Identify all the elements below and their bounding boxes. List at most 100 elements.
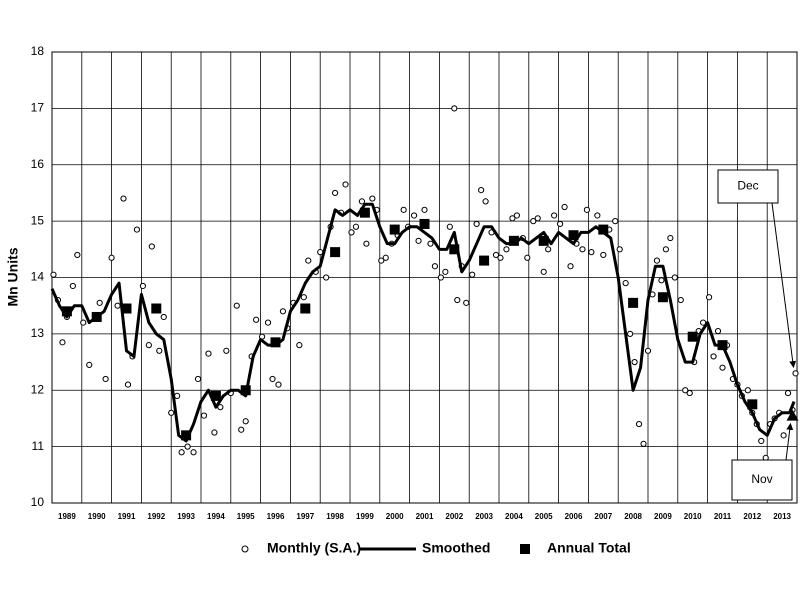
y-tick-label: 17 <box>31 101 45 115</box>
monthly-point <box>635 420 643 428</box>
monthly-point <box>200 412 208 419</box>
x-tick-label: 1997 <box>296 512 314 521</box>
monthly-point <box>264 319 272 326</box>
annual-point <box>151 303 162 314</box>
monthly-point <box>758 437 765 445</box>
monthly-point <box>503 246 510 253</box>
annual-point <box>121 303 132 314</box>
monthly-point <box>540 268 547 275</box>
monthly-point <box>86 361 93 368</box>
legend-label: Smoothed <box>422 540 490 556</box>
monthly-point <box>348 229 355 236</box>
monthly-point <box>622 280 629 287</box>
monthly-point <box>102 375 109 383</box>
monthly-point <box>253 316 260 323</box>
monthly-point <box>300 294 307 301</box>
monthly-point <box>700 319 707 326</box>
monthly-point <box>133 226 141 233</box>
y-axis-label: Mn Units <box>5 247 21 306</box>
monthly-point <box>410 212 418 219</box>
monthly-point <box>74 251 81 259</box>
monthly-point <box>124 381 132 388</box>
monthly-point <box>534 215 541 222</box>
monthly-point <box>644 347 652 354</box>
monthly-point <box>80 319 87 326</box>
x-tick-label: 1990 <box>88 512 106 521</box>
monthly-point <box>223 347 230 354</box>
annotation-arrow <box>785 422 794 461</box>
x-tick-label: 2013 <box>773 512 791 521</box>
monthly-point <box>744 387 751 394</box>
x-tick-label: 2000 <box>386 512 404 521</box>
monthly-point <box>190 449 197 456</box>
monthly-point <box>492 251 500 259</box>
monthly-point <box>352 223 360 230</box>
annual-point <box>508 235 519 246</box>
smoothed-line <box>50 202 796 443</box>
monthly-point <box>382 254 389 261</box>
monthly-point <box>561 203 568 211</box>
annual-point <box>568 230 579 241</box>
monthly-point <box>217 404 224 411</box>
monthly-point <box>473 220 480 228</box>
monthly-point <box>275 381 282 388</box>
y-tick-label: 10 <box>31 495 45 509</box>
annual-point <box>300 303 311 314</box>
annual-point <box>210 390 221 401</box>
monthly-point <box>400 206 407 213</box>
annotation-text: Dec <box>737 179 758 193</box>
monthly-point <box>114 302 121 309</box>
monthly-point <box>342 181 349 188</box>
monthly-point <box>627 330 634 337</box>
x-tick-label: 1998 <box>326 512 344 521</box>
monthly-point <box>174 392 181 399</box>
monthly-point <box>513 212 520 219</box>
annual-point <box>449 244 460 255</box>
monthly-point <box>160 313 167 321</box>
y-tick-label: 16 <box>31 157 45 171</box>
monthly-point <box>211 429 218 436</box>
monthly-point <box>446 223 453 230</box>
monthly-point <box>269 375 276 383</box>
x-tick-label: 2011 <box>714 512 732 521</box>
monthly-point <box>551 212 558 219</box>
x-tick-label: 1995 <box>237 512 255 521</box>
monthly-point <box>710 353 717 360</box>
annual-point <box>786 409 799 421</box>
monthly-point <box>205 350 212 357</box>
x-tick-label: 2003 <box>475 512 493 521</box>
y-tick-label: 18 <box>31 44 45 58</box>
monthly-point <box>139 282 146 290</box>
annual-point <box>538 235 549 246</box>
x-tick-label: 1994 <box>207 512 225 521</box>
annual-point <box>419 218 430 229</box>
monthly-point <box>792 370 799 377</box>
x-tick-label: 1992 <box>147 512 165 521</box>
x-tick-label: 1991 <box>118 512 136 521</box>
annual-point <box>61 306 72 317</box>
monthly-point <box>415 237 422 244</box>
annual-point <box>359 207 370 218</box>
x-tick-label: 2009 <box>654 512 672 521</box>
monthly-point <box>658 277 665 284</box>
monthly-point <box>437 274 444 281</box>
x-tick-label: 2012 <box>743 512 761 521</box>
monthly-point <box>463 299 470 306</box>
monthly-point <box>378 257 385 264</box>
monthly-point <box>509 215 516 222</box>
monthly-point <box>705 294 713 301</box>
monthly-point <box>653 257 661 264</box>
monthly-point <box>108 254 115 261</box>
monthly-point <box>148 243 155 250</box>
annual-point <box>598 224 609 235</box>
monthly-point <box>482 198 489 205</box>
monthly-point <box>194 375 202 383</box>
monthly-point <box>667 234 674 242</box>
monthly-point <box>530 218 537 225</box>
monthly-point <box>427 240 434 247</box>
monthly-point <box>305 257 312 264</box>
annual-point <box>181 430 192 441</box>
annotation-box <box>717 169 779 204</box>
annual-point <box>270 337 281 348</box>
